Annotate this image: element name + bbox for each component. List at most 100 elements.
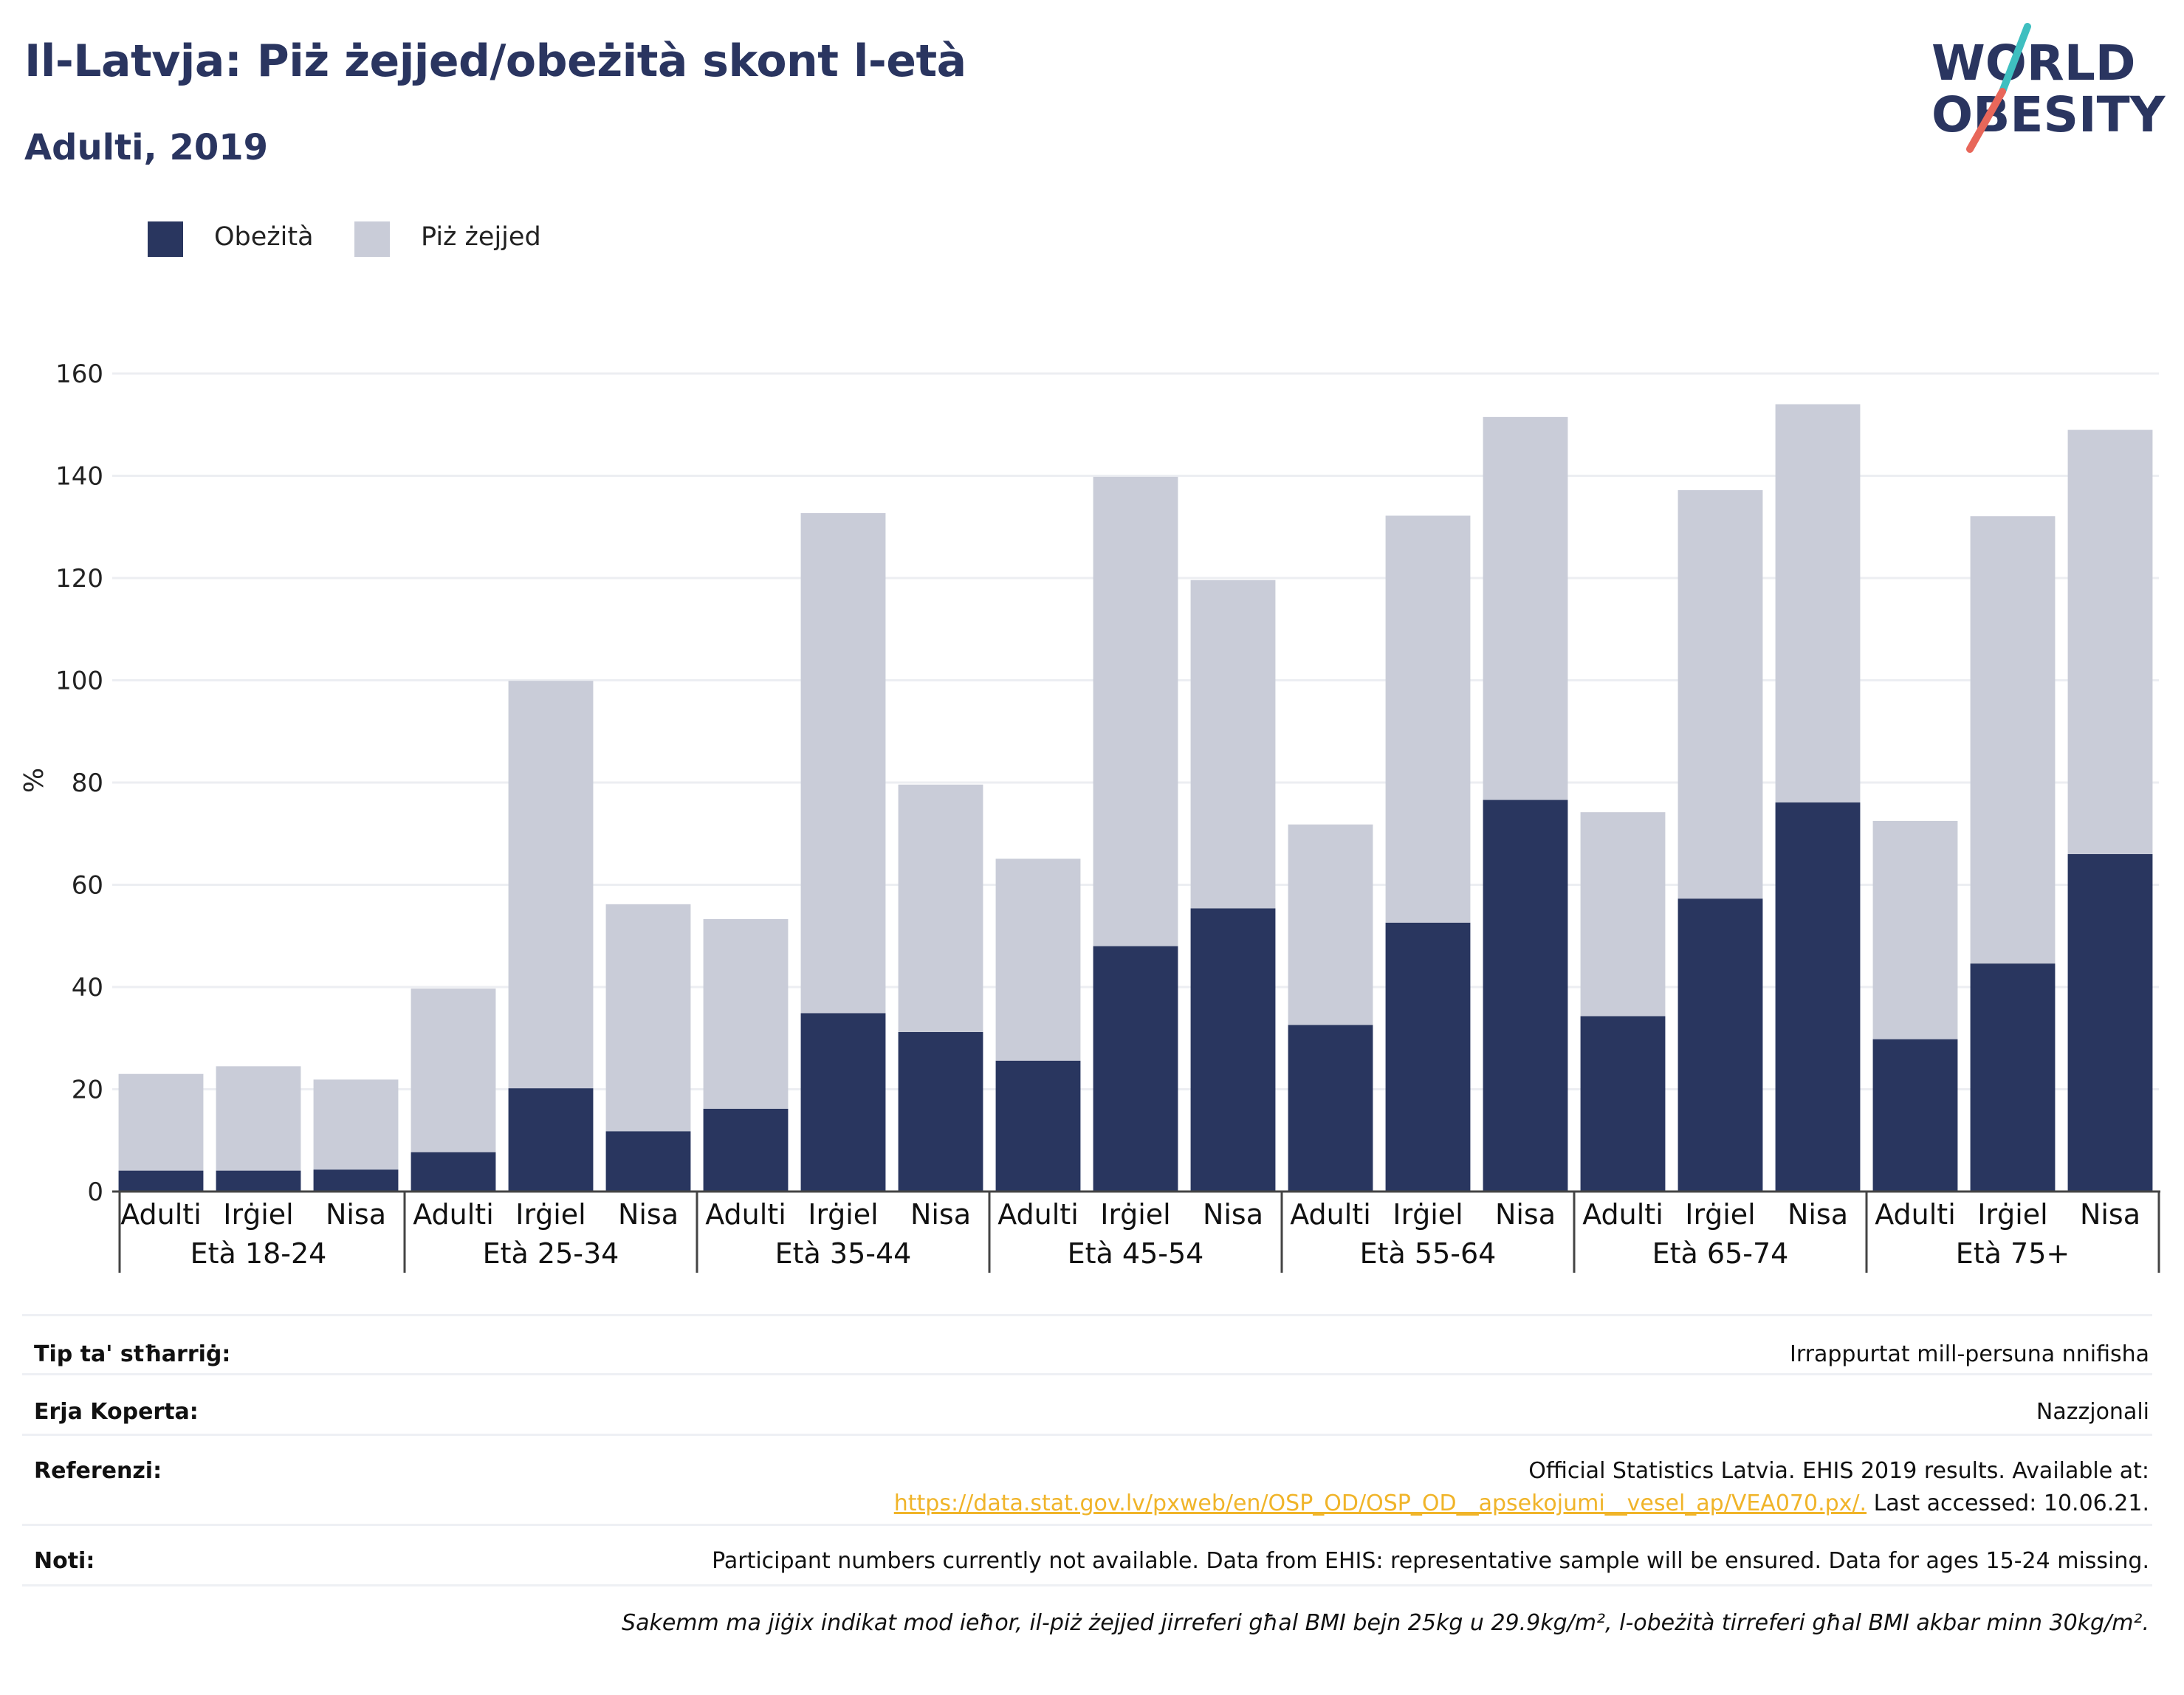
x-group-label: Età 75+ [1956, 1237, 2070, 1270]
bar-obesity [1872, 1039, 1958, 1192]
y-tick-label: 20 [72, 1076, 103, 1105]
bar-overweight [703, 918, 789, 1109]
stacked-bar-chart: 0 20 40 60 80 100 120 140 160 % Adulti Irġiel Nisa… [19, 360, 2160, 1273]
y-tick-label: 100 [55, 667, 103, 696]
bar-obesity [1580, 1016, 1666, 1192]
x-tick-label: Adulti [705, 1198, 786, 1231]
meta-value-references-line2: https://data.stat.gov.lv/pxweb/en/OSP_OD… [894, 1491, 2149, 1516]
bar-obesity [1190, 908, 1276, 1192]
meta-value-area: Nazzjonali [2036, 1399, 2149, 1425]
logo-line2: OBESITY [1931, 86, 2166, 143]
meta-row-footnote: Sakemm ma jiġix indikat mod ieħor, il-pi… [22, 1584, 2152, 1653]
x-tick-label: Irġiel [1685, 1198, 1755, 1231]
bar-overweight [2067, 430, 2153, 854]
legend-label-obesity: Obeżità [214, 222, 314, 252]
bar-overweight [1288, 824, 1373, 1025]
x-tick-label: Nisa [1495, 1198, 1556, 1231]
x-group-label: Età 45-54 [1068, 1237, 1204, 1270]
x-tick-label: Nisa [618, 1198, 679, 1231]
bar-overweight [1678, 489, 1763, 899]
y-tick-label: 120 [55, 564, 103, 594]
bar-overweight [800, 513, 886, 1014]
bar-overweight [1093, 476, 1178, 946]
legend-swatch-obesity [148, 221, 183, 257]
bar-overweight [411, 989, 496, 1152]
bar-obesity [703, 1108, 789, 1192]
y-tick-label: 60 [72, 871, 103, 901]
bar-obesity [508, 1088, 594, 1192]
bar-overweight [1190, 580, 1276, 909]
meta-key-area: Erja Koperta: [34, 1399, 199, 1425]
bar-overweight [313, 1079, 399, 1170]
bar-obesity [1775, 802, 1861, 1192]
bar-obesity [411, 1152, 496, 1192]
bar-overweight [1483, 416, 1568, 800]
bar-overweight [1970, 516, 2056, 964]
y-tick-label: 80 [72, 769, 103, 798]
bar-obesity [313, 1169, 399, 1192]
x-tick-label: Irġiel [515, 1198, 586, 1231]
x-group-label: Età 25-34 [483, 1237, 619, 1270]
bar-obesity [898, 1031, 983, 1192]
reference-accessed: Last accessed: 10.06.21. [1867, 1491, 2149, 1516]
bar-overweight [605, 904, 691, 1132]
x-tick-label: Adulti [413, 1198, 494, 1231]
meta-key-notes: Noti: [34, 1548, 95, 1574]
bar-overweight [118, 1073, 204, 1171]
chart-subtitle: Adulti, 2019 [24, 127, 269, 168]
x-tick-label: Adulti [1290, 1198, 1371, 1231]
legend-label-overweight: Piż żejjed [421, 222, 541, 252]
meta-value-survey-type: Irrappurtat mill-persuna nnifisha [1789, 1341, 2149, 1367]
x-tick-label: Adulti [120, 1198, 202, 1231]
bars [118, 404, 2153, 1192]
bar-obesity [1093, 946, 1178, 1192]
meta-value-notes: Participant numbers currently not availa… [712, 1548, 2149, 1574]
bar-overweight [216, 1066, 301, 1171]
x-axis: Adulti Irġiel Nisa Età 18-24 Adulti Irġiel Nis… [112, 1190, 2160, 1273]
meta-footnote: Sakemm ma jiġix indikat mod ieħor, il-pi… [622, 1610, 2149, 1636]
x-group-label: Età 65-74 [1652, 1237, 1789, 1270]
x-tick-label: Nisa [2080, 1198, 2140, 1231]
x-group-label: Età 18-24 [190, 1237, 327, 1270]
x-group-label: Età 55-64 [1360, 1237, 1497, 1270]
meta-row-references: Referenzi: Official Statistics Latvia. E… [22, 1434, 2152, 1526]
x-tick-label: Adulti [997, 1198, 1079, 1231]
y-tick-label: 140 [55, 462, 103, 492]
x-tick-label: Adulti [1875, 1198, 1956, 1231]
x-tick-label: Irġiel [223, 1198, 293, 1231]
meta-value-references-line1: Official Statistics Latvia. EHIS 2019 re… [1528, 1458, 2149, 1484]
x-tick-label: Nisa [326, 1198, 386, 1231]
x-tick-label: Nisa [910, 1198, 971, 1231]
x-tick-label: Nisa [1788, 1198, 1848, 1231]
meta-row-notes: Noti: Participant numbers currently not … [22, 1524, 2152, 1586]
x-tick-label: Irġiel [1393, 1198, 1463, 1231]
reference-link[interactable]: https://data.stat.gov.lv/pxweb/en/OSP_OD… [893, 1491, 1867, 1516]
meta-key-references: Referenzi: [34, 1458, 162, 1484]
bar-overweight [995, 859, 1081, 1061]
bar-obesity [2067, 853, 2153, 1192]
y-axis: 0 20 40 60 80 100 120 140 160 [55, 360, 103, 1207]
bar-overweight [898, 784, 983, 1032]
bar-overweight [1872, 820, 1958, 1039]
bar-obesity [995, 1060, 1081, 1192]
chart-title: Il-Latvja: Piż żejjed/obeżità skont l-et… [24, 35, 966, 87]
x-group-label: Età 35-44 [775, 1237, 912, 1270]
y-tick-label: 0 [87, 1177, 103, 1207]
legend-swatch-overweight [354, 221, 390, 257]
meta-key-survey-type: Tip ta' stħarriġ: [34, 1341, 231, 1367]
bar-overweight [508, 681, 594, 1089]
x-tick-label: Irġiel [808, 1198, 878, 1231]
x-tick-label: Nisa [1203, 1198, 1263, 1231]
bar-obesity [1970, 963, 2056, 1192]
bar-obesity [216, 1170, 301, 1192]
bar-obesity [1288, 1025, 1373, 1192]
logo-slash-bottom [1966, 88, 2006, 153]
y-tick-label: 40 [72, 973, 103, 1003]
bar-obesity [1483, 800, 1568, 1192]
x-tick-label: Irġiel [1100, 1198, 1170, 1231]
x-tick-label: Adulti [1582, 1198, 1663, 1231]
meta-row-survey-type: Tip ta' stħarriġ: Irrappurtat mill-persu… [22, 1314, 2152, 1375]
y-axis-label: % [19, 768, 49, 793]
bar-overweight [1580, 812, 1666, 1017]
logo-line1: WORLD [1931, 35, 2136, 92]
